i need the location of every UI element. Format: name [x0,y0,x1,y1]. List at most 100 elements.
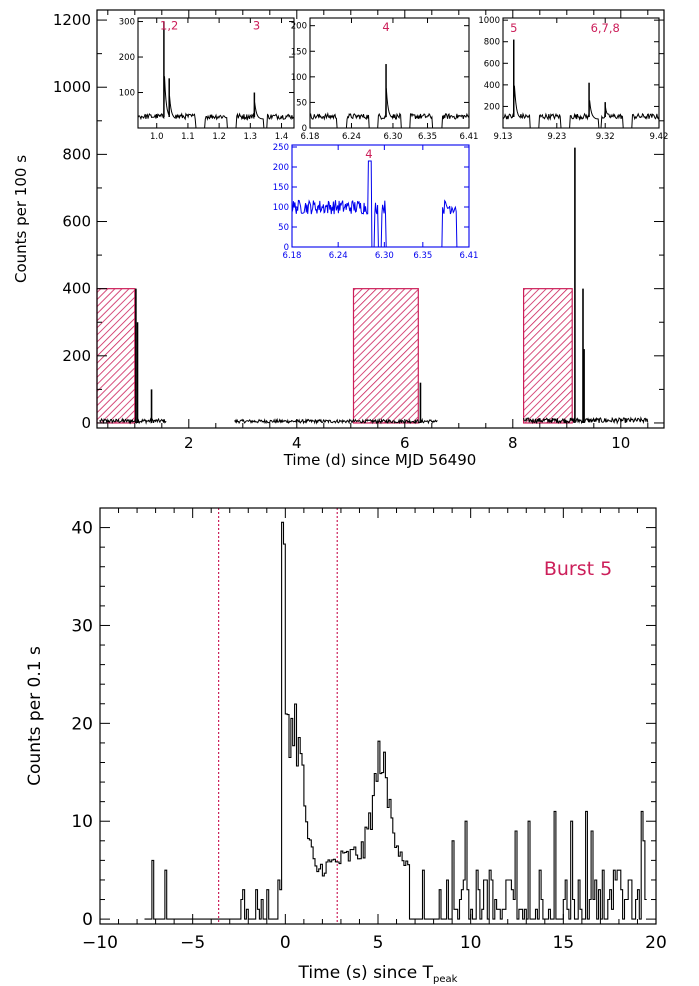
inset-y-tick-label: 400 [484,81,500,91]
y-tick-label: 1200 [53,11,91,29]
bottom-axis-ticks: −10 −5 0 5 10 15 20 0 10 20 30 40 [71,508,667,953]
inset-x-tick-label: 6.35 [413,251,432,261]
y-tick-label: 30 [71,616,93,636]
y-tick-label: 800 [62,145,91,163]
inset-burst-label: 6,7,8 [591,21,620,35]
inset-y-tick-label: 600 [484,59,500,69]
y-tick-label: 600 [62,213,91,231]
x-tick-label: 8 [508,434,518,452]
y-tick-label: 0 [82,910,93,930]
inset-x-tick-label: 9.32 [596,132,615,142]
inset-x-tick-label: 6.30 [383,132,402,142]
gti-shaded-interval [352,288,419,424]
inset-light-curve [291,160,469,248]
inset-burst-label: 4 [382,20,389,34]
inset-frame [291,144,470,248]
y-tick-label: 0 [81,414,91,432]
inset-light-curve [309,88,470,129]
inset-x-tick-label: 1.0 [150,132,164,142]
x-tick-label: 2 [184,434,194,452]
inset-frame [137,17,295,129]
x-tick-label: −5 [180,933,205,953]
x-tick-label: 4 [292,434,302,452]
inset-y-tick-label: 200 [119,53,135,63]
bottom-x-axis-label-subscript: peak [433,974,458,985]
inset-x-tick-label: 6.18 [283,251,302,261]
inset-burst-label: 4 [365,147,372,161]
top-series [99,147,649,425]
inset-y-tick-label: 100 [273,203,289,213]
light-curve-segment [523,416,649,425]
x-tick-label: 15 [553,933,575,953]
inset-y-tick-label: 800 [484,38,500,48]
inset-burst-label: 1,2 [160,18,178,32]
x-tick-label: 10 [460,933,482,953]
inset-burst-label: 5 [510,21,517,35]
inset-burst-label: 3 [253,18,260,32]
inset-x-tick-label: 1.4 [275,132,289,142]
inset-x-tick-label: 1.3 [244,132,258,142]
top-x-axis-label: Time (d) since MJD 56490 [283,451,477,469]
bottom-vlines [218,508,338,924]
inset-x-tick-label: 6.30 [375,251,394,261]
inset-x-tick-label: 6.41 [460,251,479,261]
inset-bursts-5-6-7-8: 9.13 9.23 9.32 9.42 200 400 600 800 1000 5 6,7,8 [478,16,668,142]
inset-x-tick-label: 1.1 [181,132,195,142]
inset-y-tick-label: 300 [119,18,135,28]
inset-y-tick-label: 200 [273,163,289,173]
top-plot-frame [96,9,665,429]
inset-y-tick-label: 150 [273,183,289,193]
x-tick-label: 6 [400,434,410,452]
inset-y-tick-label: 0 [284,243,289,253]
inset-frame [309,17,470,129]
y-tick-label: 400 [62,280,91,298]
inset-x-tick-label: 6.18 [301,132,320,142]
x-tick-label: 10 [611,434,630,452]
burst-annotation: Burst 5 [544,558,612,580]
burst-light-curve [144,521,647,920]
light-curve-segment [99,417,167,425]
y-tick-label: 10 [71,812,93,832]
inset-x-tick-label: 1.2 [212,132,226,142]
top-y-axis-label: Counts per 100 s [12,155,30,283]
inset-y-tick-label: 250 [273,143,289,153]
inset-bursts-1-2-3: 1.0 1.1 1.2 1.3 1.4 100 200 300 1,2 3 [119,17,295,142]
inset-y-tick-label: 1000 [478,16,500,26]
inset-frame [502,17,660,129]
inset-x-tick-label: 9.42 [650,132,669,142]
inset-y-tick-label: 50 [278,223,289,233]
bottom-x-axis-label: Time (s) since Tpeak [298,963,458,985]
inset-x-tick-label: 6.41 [460,132,479,142]
y-tick-label: 40 [71,519,93,539]
inset-x-tick-label: 6.35 [418,132,437,142]
bottom-series [144,521,647,920]
bottom-y-axis-label: Counts per 0.1 s [25,646,45,786]
inset-burst-4: 6.18 6.24 6.30 6.35 6.41 0 50 100 150 200 4 [291,17,479,142]
x-tick-label: 5 [373,933,384,953]
inset-y-tick-label: 200 [484,102,500,112]
inset-x-tick-label: 6.24 [342,132,361,142]
inset-y-tick-label: 200 [291,22,307,32]
inset-y-tick-label: 150 [291,47,307,57]
light-curve-segment [234,417,438,425]
x-tick-label: −10 [82,933,118,953]
inset-y-tick-label: 100 [119,89,135,99]
top-shading [96,288,573,424]
inset-x-tick-label: 9.13 [494,132,513,142]
inset-y-tick-label: 0 [302,124,307,134]
inset-y-tick-label: 100 [291,73,307,83]
bottom-panel: −10 −5 0 5 10 15 20 0 10 20 30 40 Burst 5 Time (s) … [25,507,667,985]
gti-shaded-interval [522,288,573,424]
inset-x-tick-label: 6.24 [329,251,348,261]
inset-light-curve [502,85,660,129]
inset-x-tick-label: 9.23 [547,132,566,142]
y-tick-label: 200 [62,347,91,365]
y-tick-label: 20 [71,714,93,734]
x-tick-label: 20 [645,933,667,953]
inset-burst-4-blue: 6.18 6.24 6.30 6.35 6.41 0 50 100 150 200 250 4 [273,143,479,261]
x-tick-label: 0 [280,933,291,953]
inset-y-tick-label: 50 [296,98,307,108]
